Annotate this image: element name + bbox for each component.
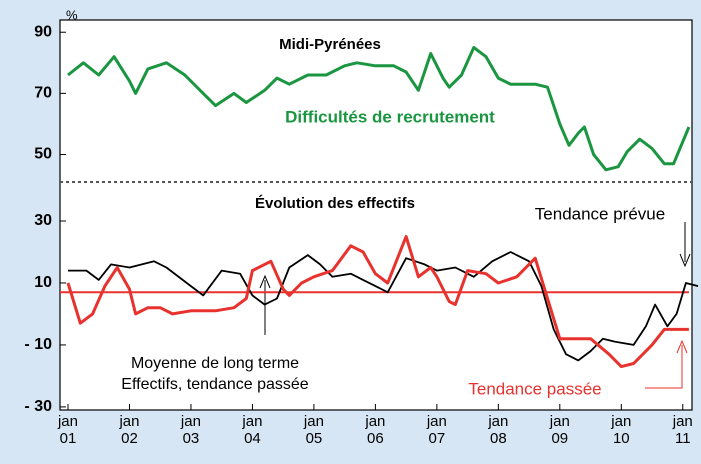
y-tick-label: 90 [34, 23, 52, 40]
x-tick-label: jan 08 [488, 413, 509, 447]
series-line [68, 251, 699, 362]
x-tick-label: jan 11 [672, 413, 693, 447]
y-tick-label: 30 [34, 212, 52, 229]
series-line [67, 46, 691, 172]
chart-title: Évolution des effectifs [255, 195, 415, 212]
x-tick-label: jan 07 [426, 413, 447, 447]
arrow [645, 345, 683, 389]
plot-frame [59, 19, 693, 411]
y-tick-label: 70 [34, 85, 52, 102]
arrow-head [676, 339, 688, 354]
x-tick-label: jan 06 [365, 413, 386, 447]
annotation: Effectifs, tendance passée [121, 376, 308, 393]
x-tick-label: jan 01 [57, 413, 78, 447]
y-tick-label: - 30 [24, 398, 52, 415]
y-tick-label: 10 [34, 274, 52, 291]
x-tick-label: jan 09 [549, 413, 570, 447]
arrow-head [679, 253, 691, 268]
annotation: Tendance passée [468, 379, 601, 398]
y-tick-label: 50 [34, 146, 52, 163]
x-tick-label: jan 03 [180, 413, 201, 447]
annotation: Moyenne de long terme [131, 355, 299, 372]
arrow-head [259, 274, 271, 289]
x-tick-label: jan 04 [242, 413, 263, 447]
annotation: Difficultés de recrutement [285, 107, 495, 126]
x-tick-label: jan 10 [611, 413, 632, 447]
y-tick-label: - 10 [24, 336, 52, 353]
x-tick-label: jan 02 [119, 413, 140, 447]
annotation: Tendance prévue [535, 204, 665, 223]
series-line [66, 235, 689, 369]
x-tick-label: jan 05 [303, 413, 324, 447]
chart-title: Midi-Pyrénées [279, 36, 381, 53]
y-unit: % [66, 7, 78, 22]
